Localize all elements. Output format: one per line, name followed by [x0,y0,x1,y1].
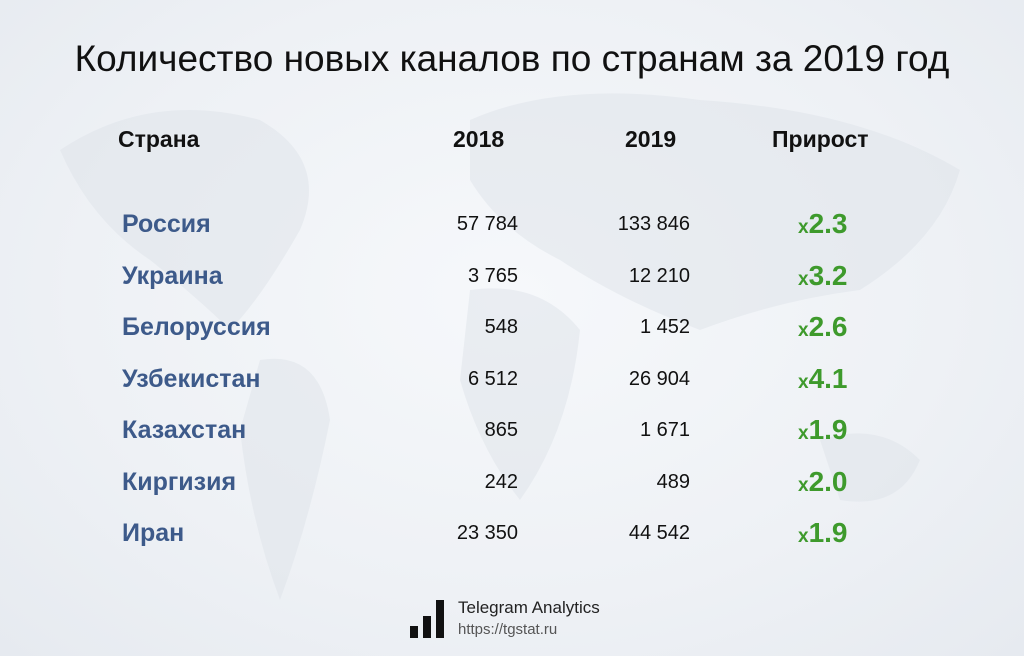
page-title: Количество новых каналов по странам за 2… [74,38,950,79]
growth-multiplier-sign: x [798,423,809,444]
growth-multiplier-sign: x [798,268,809,290]
header-growth: Прирост [772,126,869,152]
table-row: Россия 57 784 133 846 x2.3 [0,208,1024,250]
footer-brand: Telegram Analytics [458,598,600,617]
table-row: Украина 3 765 12 210 x3.2 [0,260,1024,302]
value-2019: 26 904 [628,367,690,390]
value-2018: 3 765 [467,264,518,287]
header-2019: 2019 [625,126,677,152]
table-row: Белоруссия 548 1 452 x2.6 [0,311,1024,353]
table-row: Узбекистан 6 512 26 904 x4.1 [0,363,1024,405]
growth-number: 1.9 [808,414,848,445]
country-name: Киргизия [122,467,237,496]
table-row: Казахстан 865 1 671 x1.9 [0,414,1024,456]
growth-multiplier-sign: x [798,474,809,496]
footer-url[interactable]: https://tgstat.ru [458,621,558,638]
table-row: Иран 23 350 44 542 x1.9 [0,517,1024,559]
value-2019: 12 210 [628,264,690,287]
country-name: Белоруссия [122,313,271,341]
country-name: Украина [122,261,223,290]
growth-number: 1.9 [808,517,848,548]
growth-number: 3.2 [808,259,848,291]
header-2018: 2018 [453,126,505,152]
country-name: Иран [122,519,185,547]
growth-value: x3.2 [798,260,848,292]
table-row: Киргизия 242 489 x2.0 [0,466,1024,508]
value-2019: 44 542 [628,522,690,544]
country-name: Россия [122,210,211,238]
growth-value: x1.9 [798,414,848,446]
value-2019: 1 452 [639,316,690,338]
growth-number: 4.1 [808,362,848,394]
growth-multiplier-sign: x [798,320,809,341]
growth-number: 2.0 [808,465,848,497]
value-2018: 23 350 [456,522,518,544]
growth-number: 2.6 [808,311,848,342]
growth-value: x2.3 [798,208,848,240]
growth-value: x4.1 [798,363,848,395]
growth-value: x1.9 [798,517,848,549]
value-2018: 57 784 [456,213,518,235]
growth-value: x2.6 [798,311,848,343]
header-country: Страна [118,126,200,152]
value-2018: 548 [484,316,518,338]
growth-multiplier-sign: x [798,217,809,238]
growth-multiplier-sign: x [798,371,809,393]
value-2018: 242 [484,470,518,493]
value-2019: 133 846 [617,213,690,235]
country-name: Узбекистан [122,364,261,393]
country-name: Казахстан [122,416,247,444]
growth-value: x2.0 [798,466,848,498]
value-2019: 489 [656,470,690,493]
growth-multiplier-sign: x [798,526,809,547]
value-2018: 865 [484,419,518,441]
value-2019: 1 671 [639,419,690,441]
value-2018: 6 512 [467,367,518,390]
growth-number: 2.3 [808,208,848,239]
